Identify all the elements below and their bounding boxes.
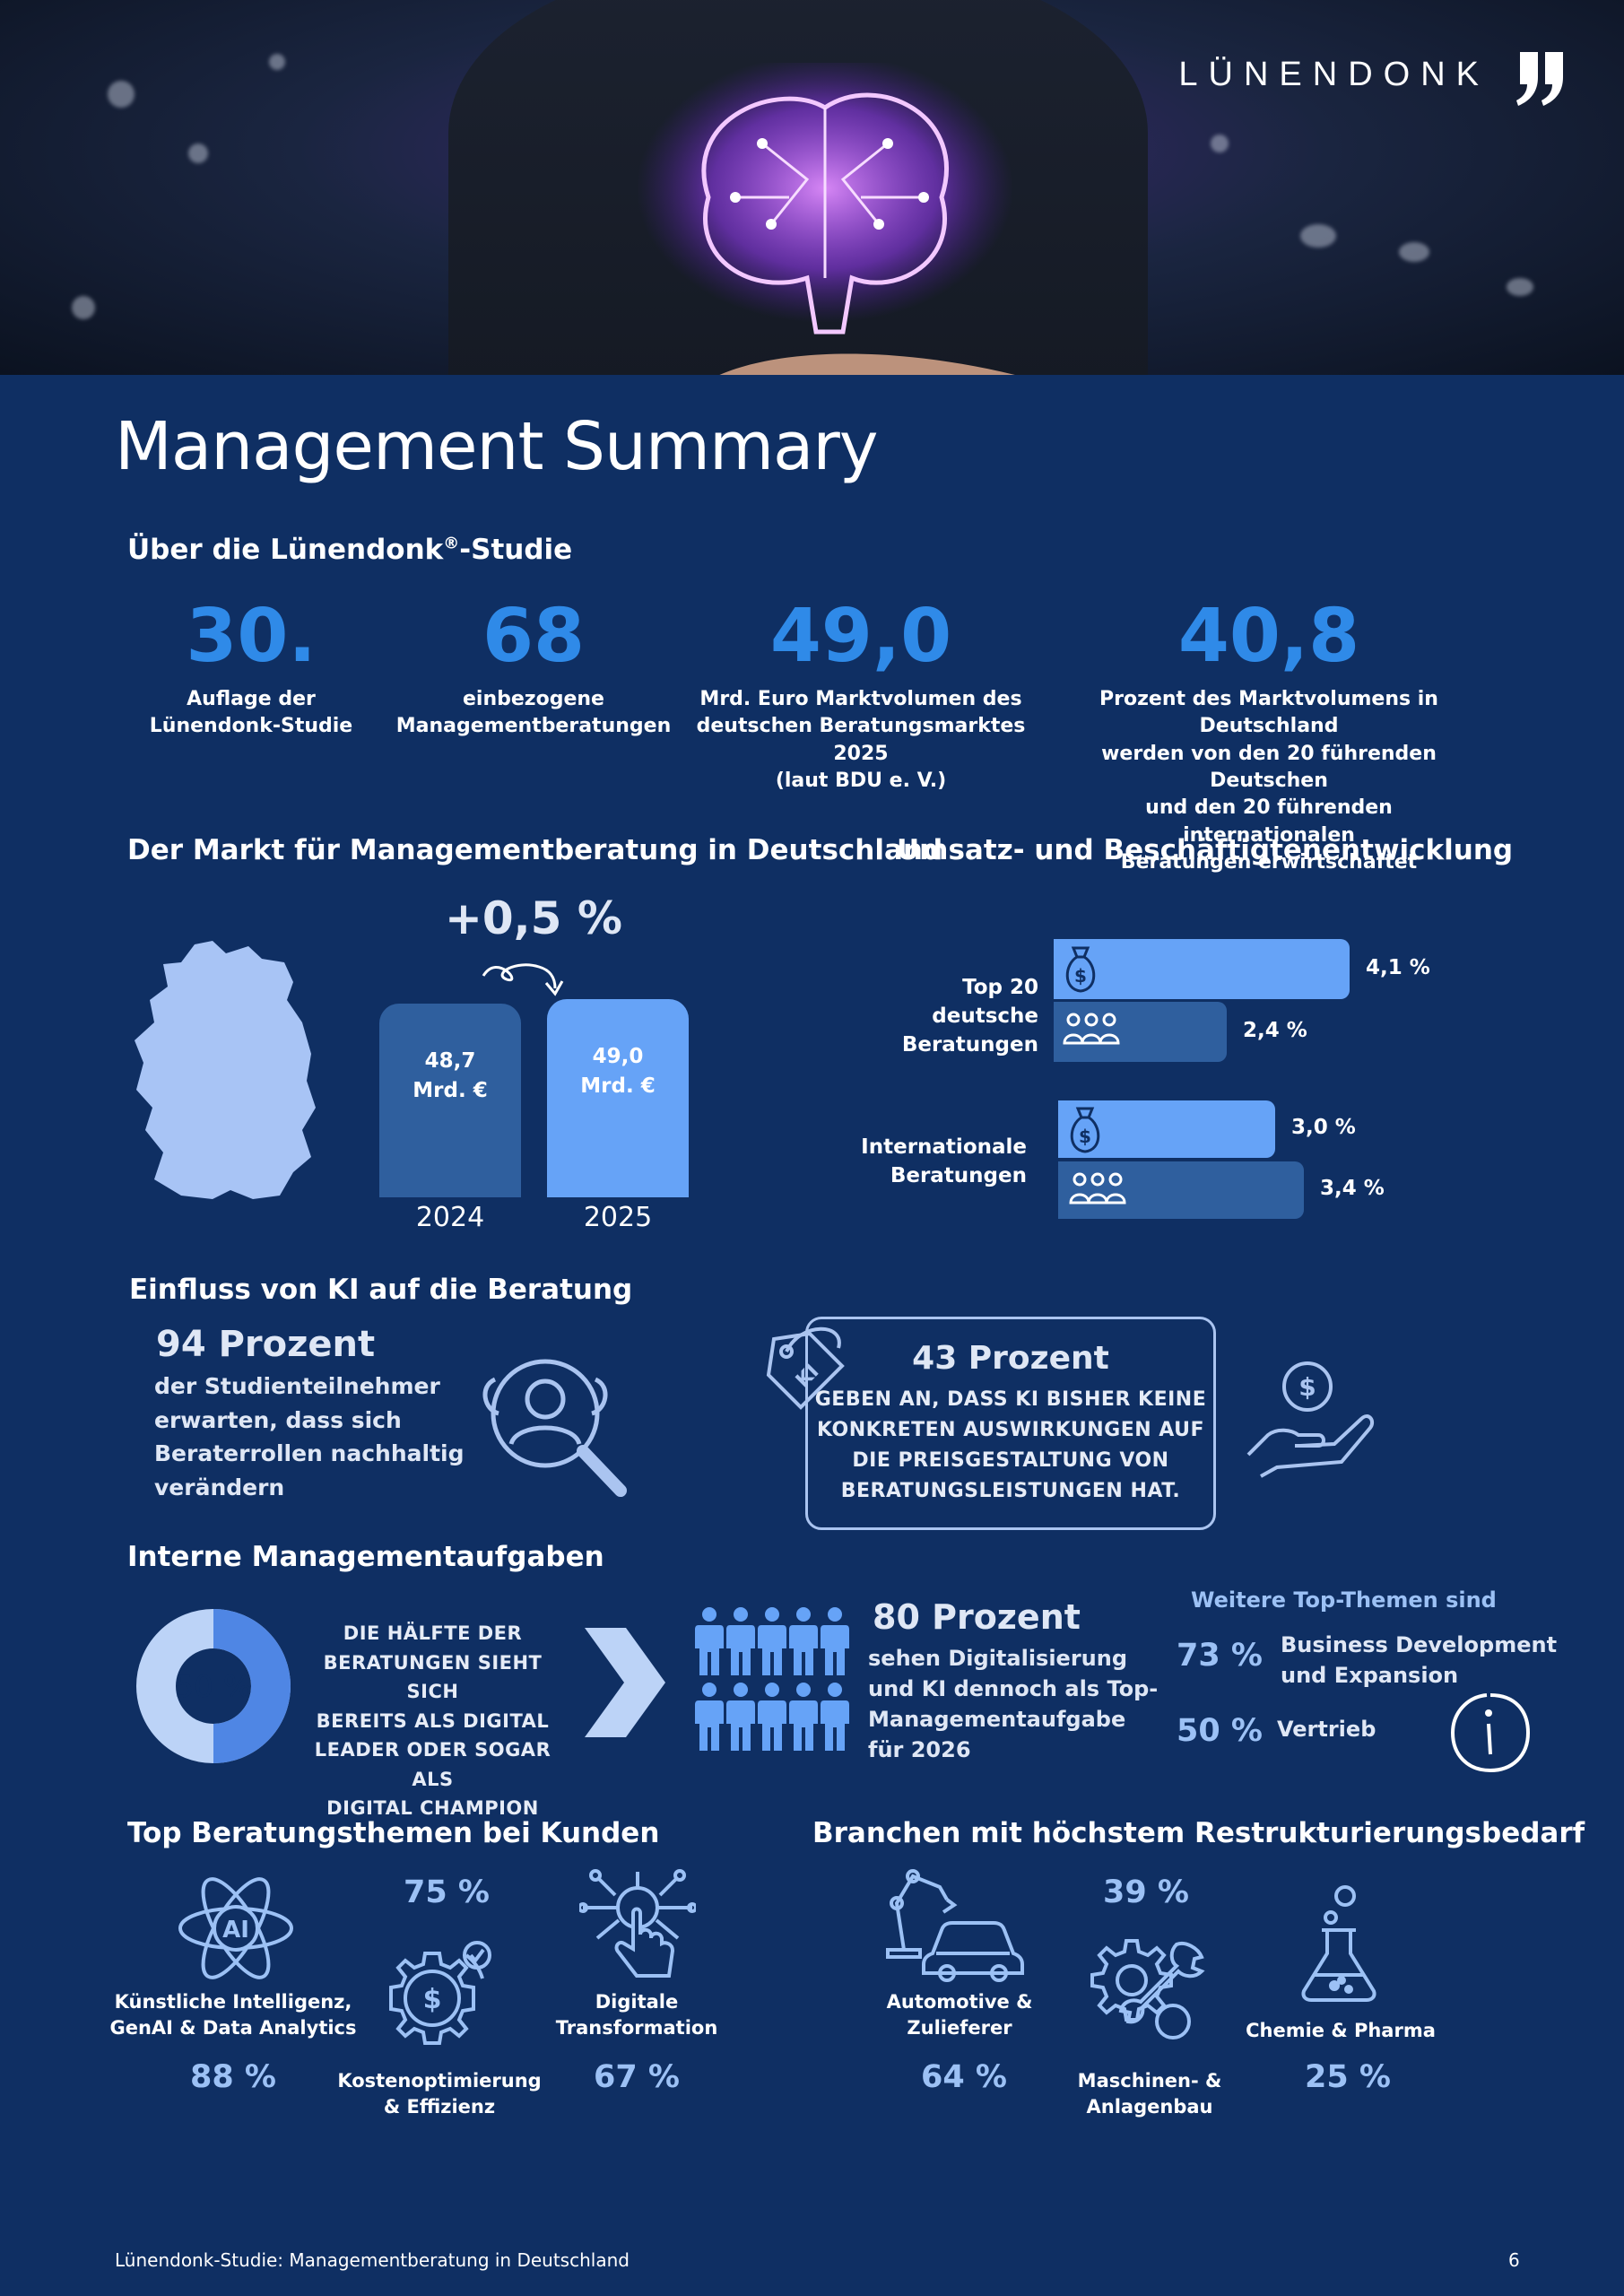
stat-share-top20: 40,8 Prozent des Marktvolumens in Deutsc… <box>1099 594 1438 874</box>
person-icon <box>726 1607 755 1675</box>
sector-label: Chemie & Pharma <box>1246 2020 1436 2041</box>
market-bar-2025: 49,0 Mrd. € <box>547 999 689 1197</box>
person-icon <box>789 1683 818 1751</box>
topic-label: Kostenoptimierung & Effizienz <box>337 2070 542 2118</box>
sector-pct: 25 % <box>1305 2059 1391 2095</box>
more-topic-pct: 50 % <box>1177 1713 1263 1749</box>
bar-top20-employees <box>1054 1002 1227 1062</box>
footer-source: Lünendonk-Studie: Managementberatung in … <box>115 2249 630 2271</box>
person-icon <box>821 1607 849 1675</box>
topic-label: Digitale Transformation <box>555 1991 718 2039</box>
internal-heading: Interne Managementaufgaben <box>127 1541 604 1573</box>
year-label-2024: 2024 <box>415 1202 485 1233</box>
people-group-icon <box>1069 1172 1126 1205</box>
robot-car-icon <box>886 1869 1024 1982</box>
person-icon <box>695 1683 724 1751</box>
person-icon <box>758 1683 786 1751</box>
bar-international-employees <box>1058 1161 1304 1219</box>
group-label-top20: Top 20 deutsche Beratungen <box>901 976 1038 1057</box>
glowing-brain-icon <box>637 63 1013 335</box>
sector-label: Automotive & Zulieferer <box>886 1991 1033 2039</box>
people-group-icon <box>1063 1013 1120 1045</box>
ki-left-text: der Studienteilnehmer erwarten, dass sic… <box>154 1373 465 1500</box>
market-bar-2024: 48,7 Mrd. € <box>379 1004 521 1197</box>
hand-coin-icon: $ <box>1246 1361 1375 1478</box>
stat-market-volume: 49,0 Mrd. Euro Marktvolumen des deutsche… <box>696 594 1026 793</box>
internal-mid-text: sehen Digitalisierung und KI dennoch als… <box>868 1646 1159 1763</box>
topic-pct: 75 % <box>404 1874 490 1910</box>
topic-pct: 67 % <box>594 2059 680 2095</box>
digital-hand-icon <box>579 1869 696 1978</box>
hand-silhouette <box>719 353 1015 375</box>
person-icon <box>758 1607 786 1675</box>
germany-map-icon <box>135 941 316 1199</box>
ki-box-text: GEBEN AN, DASS KI BISHER KEINE KONKRETEN… <box>814 1388 1207 1503</box>
growth-label: +0,5 % <box>445 892 622 944</box>
logo-wordmark: LÜNENDONK <box>1178 56 1489 93</box>
development-heading: Umsatz- und Beschäftigtenentwicklung <box>897 834 1514 866</box>
donut-segment <box>213 1609 291 1763</box>
bar-top20-revenue <box>1054 939 1350 999</box>
page-number: 6 <box>1508 2249 1520 2271</box>
market-heading: Der Markt für Managementberatung in Deut… <box>127 834 943 866</box>
person-icon <box>695 1607 724 1675</box>
donut-text: DIE HÄLFTE DER BERATUNGEN SIEHT SICH BER… <box>314 1622 551 1820</box>
value-international-employees: 3,4 % <box>1320 1177 1385 1200</box>
ki-callout-box <box>805 1317 1216 1530</box>
value-top20-revenue: 4,1 % <box>1366 955 1430 979</box>
person-icon <box>821 1683 849 1751</box>
donut-label: 50 % <box>175 1669 252 1705</box>
year-label-2025: 2025 <box>583 1202 653 1233</box>
value-top20-employees: 2,4 % <box>1243 1018 1307 1042</box>
sector-label: Maschinen- & Anlagenbau <box>1077 2070 1222 2118</box>
topic-pct: 88 % <box>190 2059 276 2095</box>
svg-text:$: $ <box>1298 1372 1316 1402</box>
more-topic-pct: 73 % <box>1177 1638 1263 1674</box>
gear-wrench-icon <box>1090 1939 1205 2039</box>
ki-box-title: 43 Prozent <box>912 1340 1109 1377</box>
value-international-revenue: 3,0 % <box>1291 1116 1356 1139</box>
more-topic-label: Vertrieb <box>1277 1717 1376 1742</box>
hero-image: LÜNENDONK <box>0 0 1624 375</box>
more-topics-heading: Weitere Top-Themen sind <box>1191 1587 1497 1613</box>
user-search-icon <box>482 1359 627 1497</box>
stat-consultancies: 68 einbezogene Managementberatungen <box>395 594 672 738</box>
money-bag-icon: $ <box>1070 1107 1100 1153</box>
ki-heading: Einfluss von KI auf die Beratung <box>129 1274 633 1306</box>
sectors-heading: Branchen mit höchstem Restrukturierungsb… <box>812 1817 1585 1849</box>
info-icon <box>1450 1693 1531 1773</box>
svg-text:$: $ <box>423 1984 442 2015</box>
topics-heading: Top Beratungsthemen bei Kunden <box>127 1817 660 1849</box>
svg-text:$: $ <box>1079 1126 1091 1147</box>
ki-left-title: 94 Prozent <box>156 1324 376 1365</box>
chevron-right-icon <box>585 1628 665 1737</box>
sector-pct: 64 % <box>921 2059 1007 2095</box>
internal-mid-title: 80 Prozent <box>873 1597 1081 1637</box>
svg-text:$: $ <box>1074 965 1087 987</box>
gear-dollar-icon: $ <box>389 1941 491 2045</box>
curved-arrow-icon <box>482 963 564 996</box>
logo-quote-icon <box>1516 52 1563 106</box>
person-icon <box>726 1683 755 1751</box>
topic-label: Künstliche Intelligenz, GenAI & Data Ana… <box>109 1991 357 2039</box>
flask-icon <box>1301 1885 1376 2002</box>
svg-text:AI: AI <box>222 1917 249 1944</box>
ai-atom-icon: AI <box>178 1877 293 1979</box>
people-grid <box>695 1607 852 1751</box>
stat-edition: 30. Auflage der Lünendonk-Studie <box>149 594 353 738</box>
person-icon <box>789 1607 818 1675</box>
more-topic-label: Business Development und Expansion <box>1281 1632 1558 1688</box>
group-label-international: Internationale Beratungen <box>861 1135 1027 1188</box>
page-title: Management Summary <box>115 408 879 485</box>
donut-chart: 50 % <box>136 1609 291 1763</box>
money-bag-icon: $ <box>1065 946 1096 993</box>
sector-pct: 39 % <box>1103 1874 1189 1910</box>
about-heading: Über die Lünendonk®-Studie <box>127 534 573 566</box>
